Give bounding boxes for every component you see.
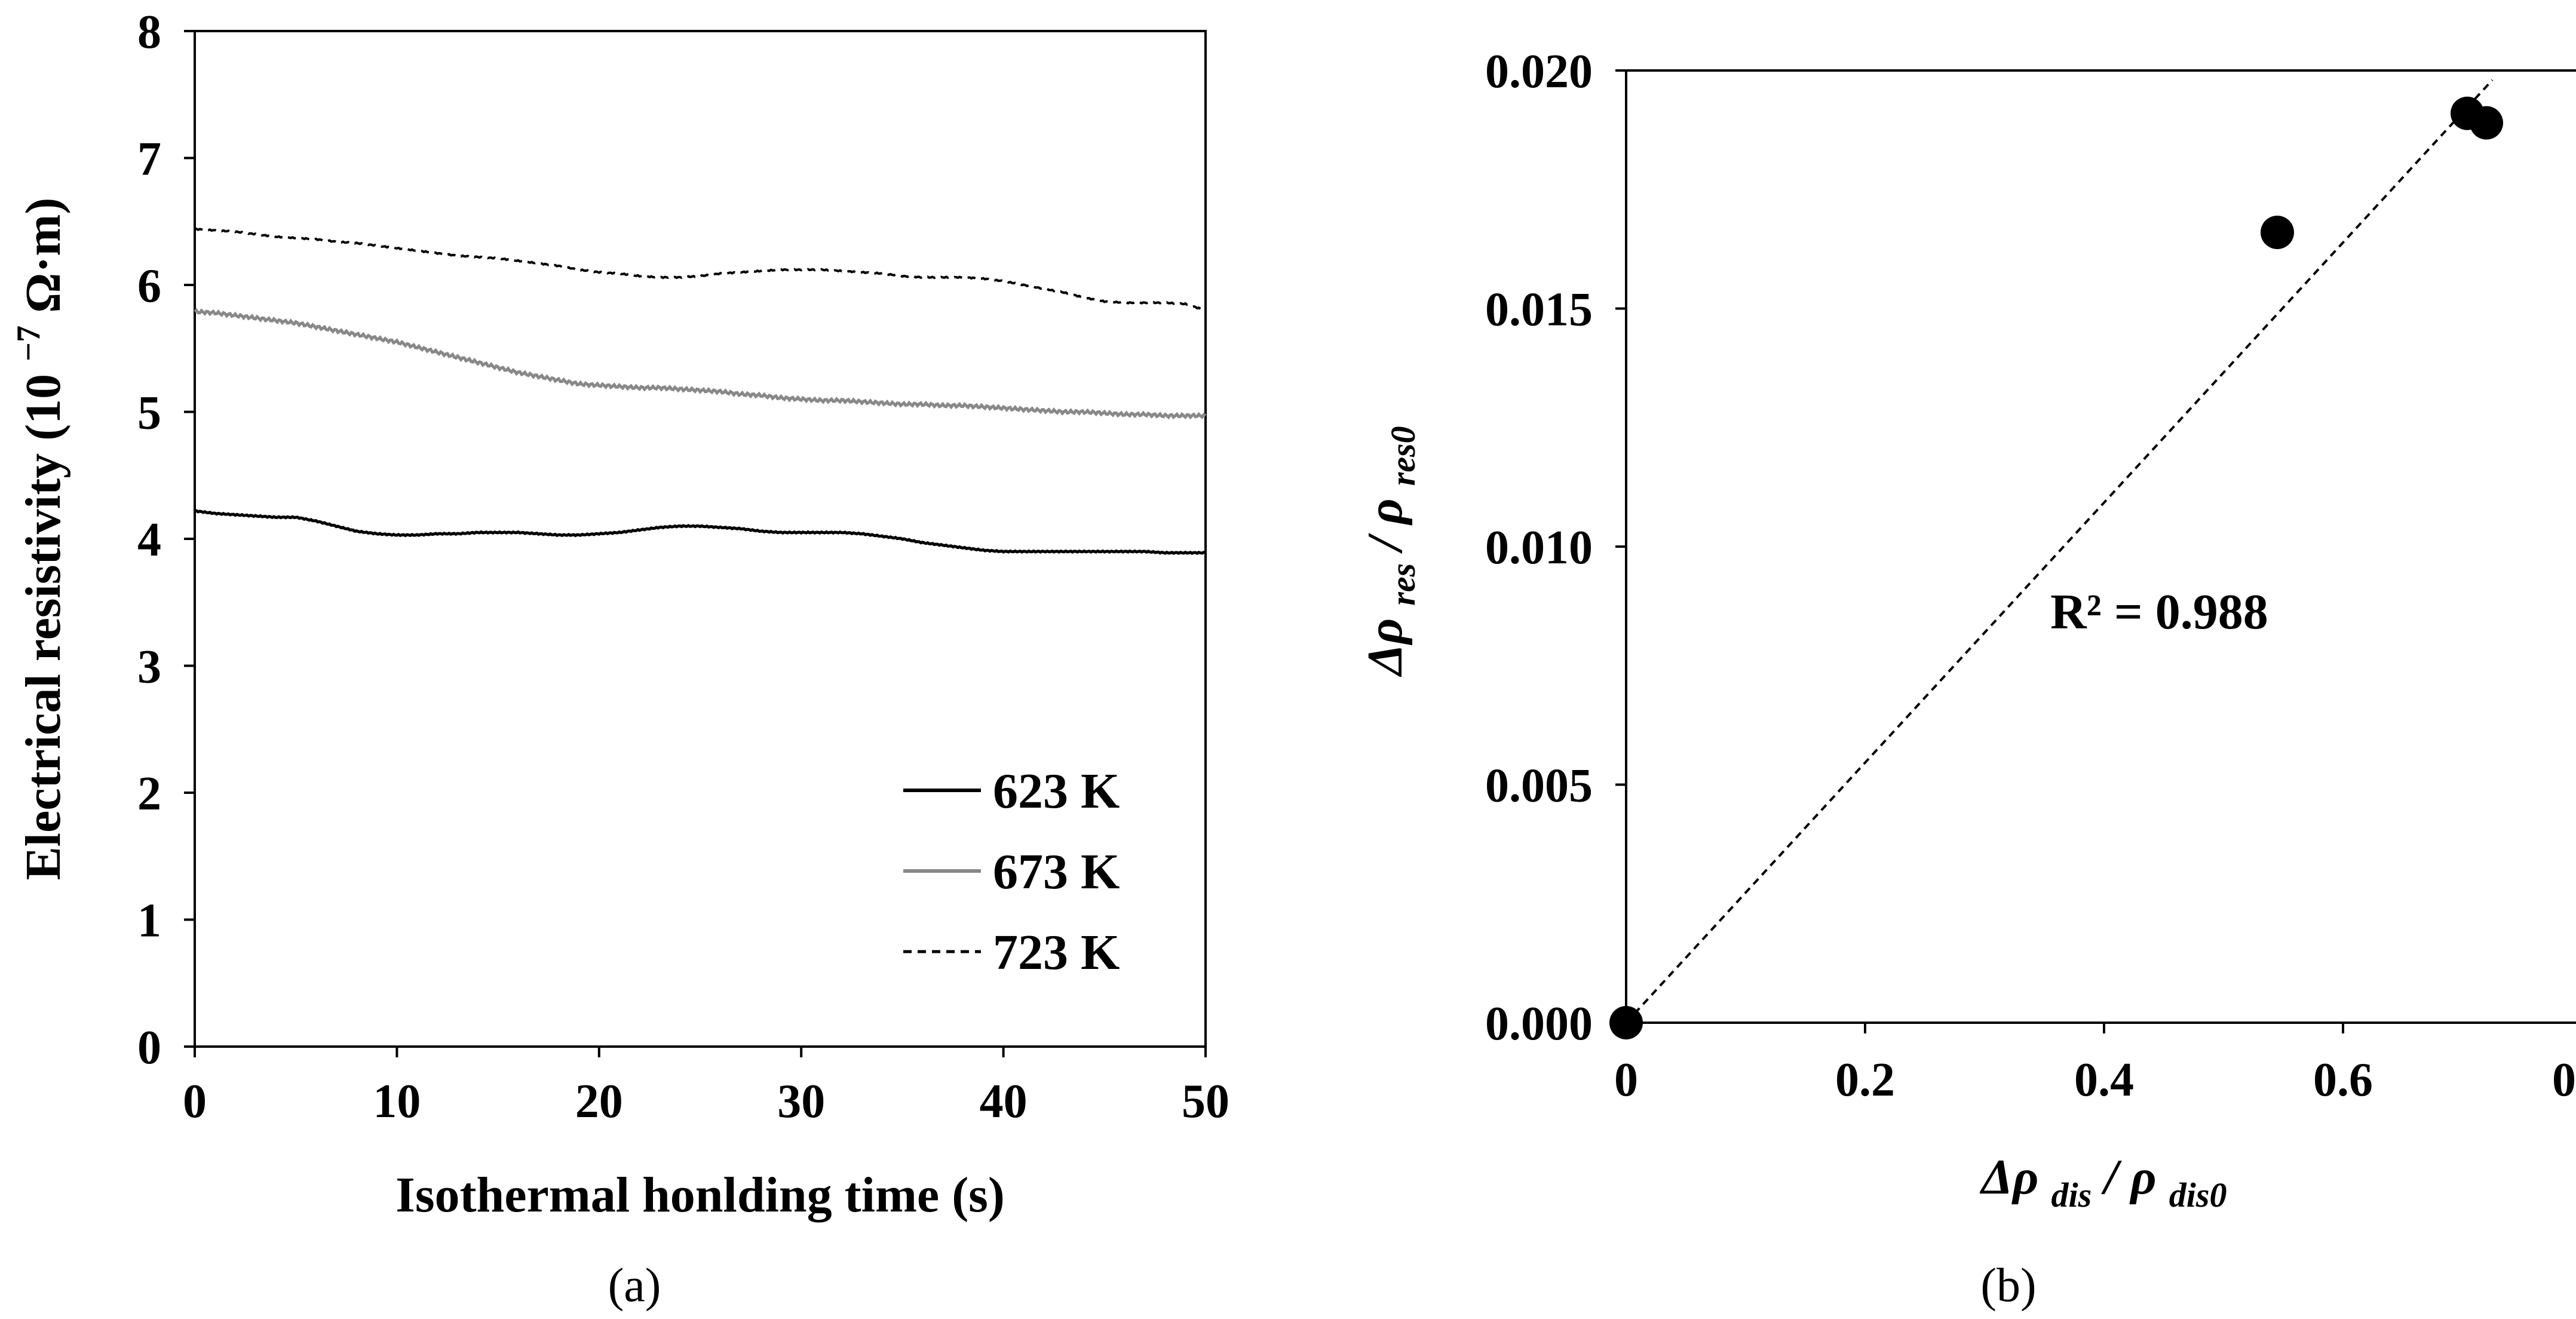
panel-b-points: [1609, 96, 2503, 1039]
panel-a-y-tick-label: 1: [137, 895, 161, 947]
panel-a-x-ticks: 0 10 20 30 40 50: [183, 1047, 1229, 1128]
panel-a-y-axis-label: Electrical resistivity (10 −7 Ω·m): [0, 198, 71, 881]
panel-a-y-axis-label-main: Electrical resistivity: [16, 453, 71, 881]
panel-b-y-tick-label: 0.015: [1485, 284, 1593, 336]
panel-a-y-tick-label: 0: [137, 1022, 161, 1074]
panel-b-plot-area: [1625, 69, 2576, 1024]
panel-b-y-label-part-1: Δρ: [1357, 618, 1413, 677]
panel-b-data-point: [2261, 215, 2294, 249]
panel-b-y-ticks: 0.000 0.005 0.010 0.015 0.020: [1485, 45, 1626, 1050]
panel-a-x-tick-label: 40: [980, 1075, 1028, 1128]
panel-a-y-axis-label-unit-rest: Ω·m): [16, 198, 71, 313]
legend-label-723k: 723 K: [993, 925, 1120, 980]
panel-b-data-point: [2470, 106, 2503, 140]
panel-b-y-axis-label: Δρ res / ρ res0: [1357, 426, 1426, 677]
panel-a-x-tick-label: 30: [777, 1075, 825, 1128]
panel-a-x-tick-label: 50: [1182, 1075, 1229, 1128]
panel-b-x-axis-label: Δρ dis / ρ dis0: [1980, 1149, 2227, 1218]
panel-a-x-tick-label: 0: [183, 1075, 207, 1128]
panel-b-data-point: [1609, 1006, 1643, 1039]
panel-b-y-label-part-4: res0: [1384, 426, 1422, 486]
panel-b-y-tick-label: 0.005: [1485, 760, 1593, 812]
panel-b-x-label-part-2: dis: [2051, 1176, 2092, 1214]
panel-a-y-tick-label: 6: [137, 260, 161, 312]
panel-a-y-axis-label-unit-base: (10: [16, 374, 71, 441]
panel-a-y-ticks: 0 1 2 3 4 5 6 7 8: [137, 6, 195, 1074]
panel-b-x-label-part-3: / ρ: [2100, 1149, 2157, 1205]
panel-b-y-label-part-3: / ρ: [1357, 498, 1413, 554]
panel-a-series: [194, 227, 1207, 555]
panel-b-x-tick-label: 0.2: [1835, 1054, 1895, 1106]
panel-b-x-tick-label: 0: [1614, 1054, 1638, 1106]
panel-b-x-label-part-4: dis0: [2169, 1176, 2227, 1214]
panel-a-y-tick-label: 5: [137, 387, 161, 440]
panel-a-y-tick-label: 2: [137, 768, 161, 820]
panel-a-x-tick-label: 10: [373, 1075, 421, 1128]
panel-b-x-ticks: 0 0.2 0.4 0.6 0.8: [1614, 1023, 2576, 1106]
panel-a-y-tick-label: 7: [137, 133, 161, 186]
series-line-723k: [194, 227, 1207, 312]
series-line-673k: [194, 308, 1207, 420]
panel-a-x-axis-label: Isothermal honlding time (s): [395, 1167, 1005, 1223]
panel-b-y-tick-label: 0.010: [1485, 522, 1593, 574]
legend-label-673k: 673 K: [993, 844, 1120, 900]
panel-a-x-tick-label: 20: [575, 1075, 623, 1128]
panel-b-trendline-line: [1625, 79, 2494, 1024]
panel-b-trendline: [1625, 79, 2494, 1024]
panel-b-y-tick-label: 0.000: [1485, 998, 1593, 1050]
panel-a-y-tick-label: 8: [137, 6, 161, 59]
panel-b-x-tick-label: 0.4: [2074, 1054, 2134, 1106]
panel-b-x-tick-label: 0.6: [2313, 1054, 2373, 1106]
panel-a-legend: 623 K 673 K 723 K: [903, 763, 1120, 980]
panel-a-y-tick-label: 3: [137, 641, 161, 694]
panel-a-y-axis-label-unit-exp: −7: [10, 326, 47, 361]
panel-b-x-tick-label: 0.8: [2552, 1054, 2576, 1106]
panel-a-y-tick-label: 4: [137, 514, 161, 566]
panel-b-x-label-part-1: Δρ: [1980, 1149, 2039, 1205]
series-line-623k: [194, 509, 1206, 555]
panel-a-label: (a): [608, 1259, 661, 1312]
panel-b-label: (b): [1980, 1259, 2036, 1312]
panel-b-y-tick-label: 0.020: [1485, 45, 1593, 98]
panel-b-r-squared-annotation: R² = 0.988: [2050, 584, 2268, 640]
panel-b-y-label-part-2: res: [1384, 563, 1422, 606]
panel-a-chart: 0 1 2 3 4 5 6 7 8 0 10 20 30 40 50 Isothermal honldin…: [0, 6, 1229, 1312]
legend-label-623k: 623 K: [993, 763, 1120, 819]
